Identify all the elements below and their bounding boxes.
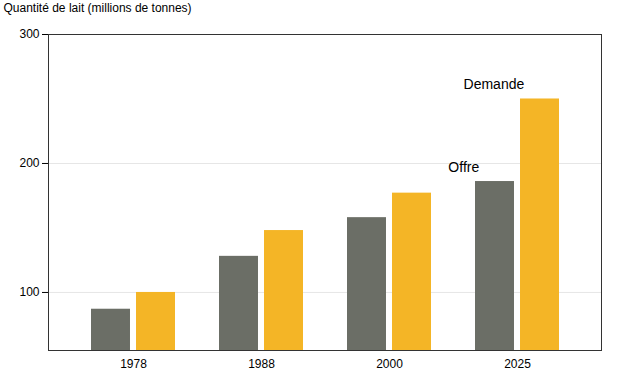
svg-text:Offre: Offre: [448, 159, 479, 175]
svg-text:300: 300: [19, 27, 39, 41]
svg-text:Demande: Demande: [464, 76, 525, 92]
svg-text:1978: 1978: [120, 357, 147, 371]
svg-text:2000: 2000: [376, 357, 403, 371]
svg-text:1988: 1988: [248, 357, 275, 371]
svg-text:100: 100: [19, 285, 39, 299]
svg-text:200: 200: [19, 156, 39, 170]
svg-text:Quantité de lait (millions de: Quantité de lait (millions de tonnes): [4, 1, 192, 15]
svg-text:2025: 2025: [504, 357, 531, 371]
